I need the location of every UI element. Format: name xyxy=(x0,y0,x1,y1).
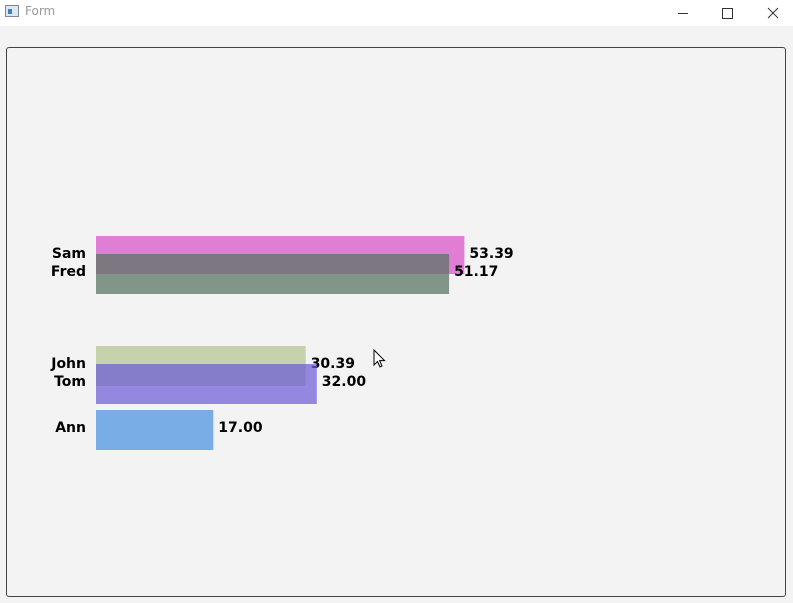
value-label-john: 30.39 xyxy=(311,356,355,372)
category-label-sam: Sam xyxy=(52,246,86,262)
app-icon xyxy=(5,5,19,17)
mouse-cursor-icon xyxy=(373,349,386,368)
window-title: Form xyxy=(25,4,56,18)
value-label-fred: 51.17 xyxy=(454,264,498,280)
maximize-button[interactable] xyxy=(705,0,750,26)
category-label-john: John xyxy=(50,356,86,372)
value-label-tom: 32.00 xyxy=(322,374,367,390)
chart-panel xyxy=(6,47,786,597)
bar-ann xyxy=(96,410,214,450)
maximize-icon xyxy=(722,7,733,19)
value-label-ann: 17.00 xyxy=(218,420,263,436)
bar-tom xyxy=(96,364,317,404)
close-button[interactable] xyxy=(750,0,793,26)
bar-fred xyxy=(96,254,450,294)
category-label-ann: Ann xyxy=(55,420,86,436)
minimize-button[interactable] xyxy=(660,0,705,26)
close-icon xyxy=(767,7,778,19)
category-label-fred: Fred xyxy=(51,264,86,280)
title-bar: Form xyxy=(0,0,793,26)
minimize-icon xyxy=(677,12,688,14)
value-label-sam: 53.39 xyxy=(469,246,513,262)
category-label-tom: Tom xyxy=(54,374,86,390)
